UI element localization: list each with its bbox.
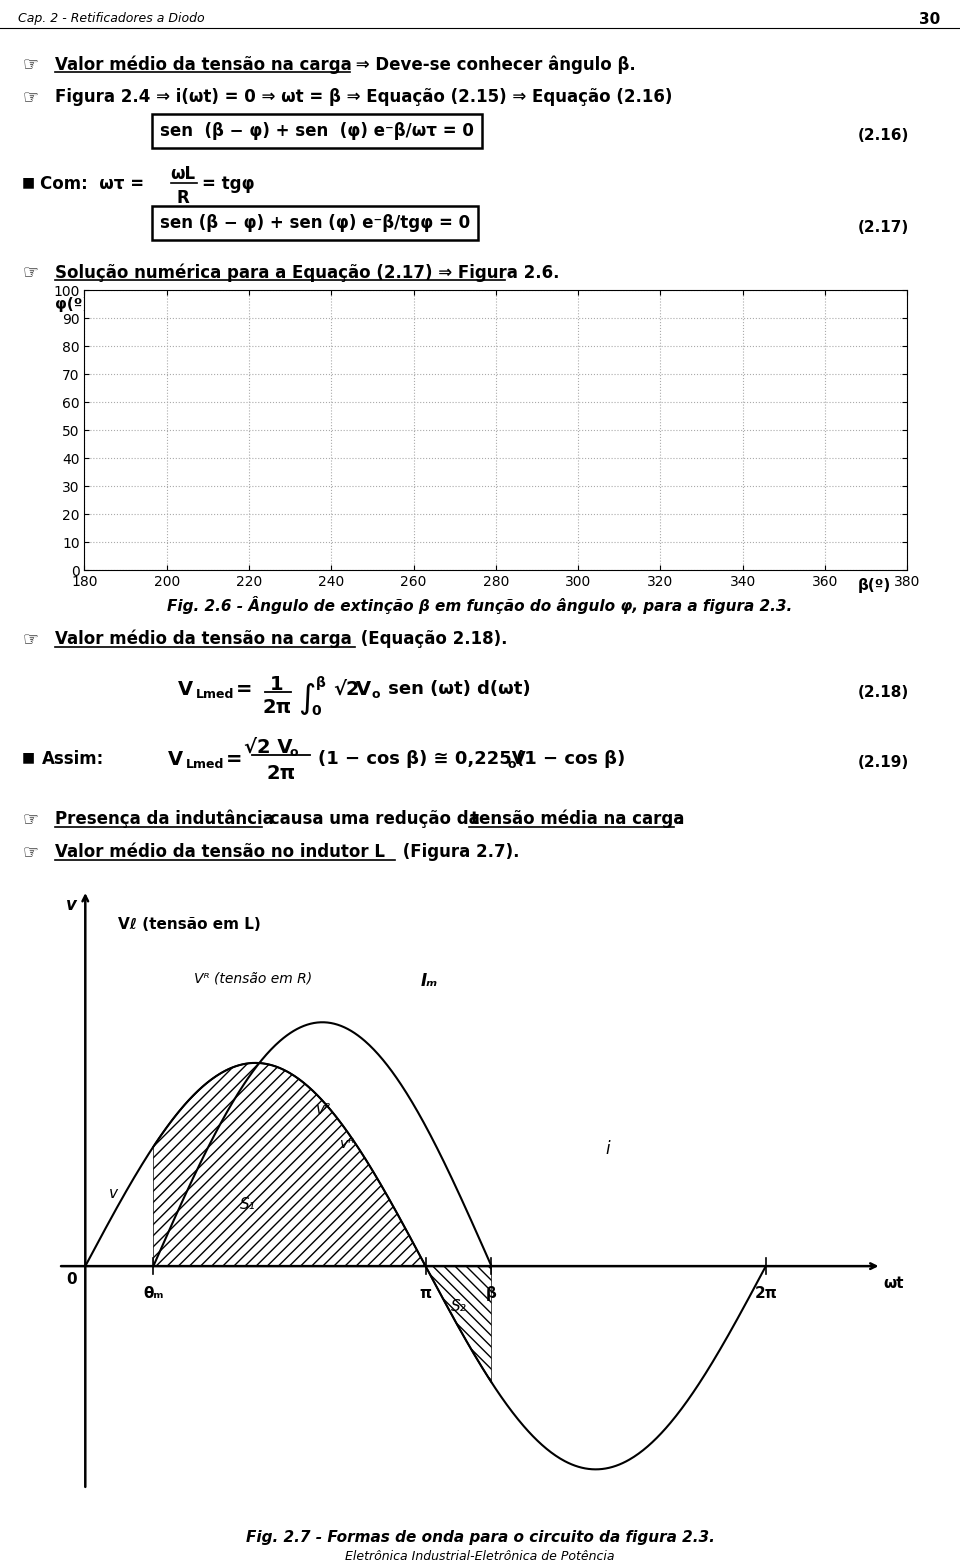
Text: ☞: ☞ (22, 810, 38, 828)
Text: Assim:: Assim: (42, 750, 105, 768)
Text: β: β (316, 675, 325, 690)
Text: Lmed: Lmed (186, 758, 225, 771)
Text: tensão média na carga: tensão média na carga (471, 810, 684, 828)
Text: 1: 1 (270, 675, 284, 694)
Text: Valor médio da tensão na carga: Valor médio da tensão na carga (55, 630, 351, 649)
Text: π: π (420, 1287, 432, 1301)
Text: 30: 30 (919, 12, 940, 27)
Text: (2.19): (2.19) (858, 755, 909, 771)
Text: 2π: 2π (755, 1287, 778, 1301)
Text: √2 V: √2 V (244, 738, 292, 757)
Text: ⇒ Deve-se conhecer ângulo β.: ⇒ Deve-se conhecer ângulo β. (350, 55, 636, 73)
Text: (2.17): (2.17) (858, 220, 909, 236)
Text: o: o (371, 688, 379, 700)
Text: vᴿ: vᴿ (316, 1101, 331, 1117)
Text: Valor médio da tensão no indutor L: Valor médio da tensão no indutor L (55, 842, 385, 861)
Text: V: V (356, 680, 372, 699)
Text: (2.16): (2.16) (858, 128, 909, 144)
Text: 2π: 2π (267, 764, 296, 783)
Text: ☞: ☞ (22, 630, 38, 647)
Text: ωt: ωt (883, 1276, 904, 1292)
Text: (1 − cos β) ≅ 0,225V: (1 − cos β) ≅ 0,225V (318, 750, 526, 768)
Text: v: v (109, 1186, 118, 1201)
Polygon shape (154, 1062, 425, 1267)
Text: Fig. 2.6 - Ângulo de extinção β em função do ângulo φ, para a figura 2.3.: Fig. 2.6 - Ângulo de extinção β em funçã… (167, 596, 793, 615)
Text: o: o (290, 746, 299, 760)
Text: β: β (486, 1287, 497, 1301)
Text: Vℓ (tensão em L): Vℓ (tensão em L) (118, 917, 260, 931)
Text: Iₘ: Iₘ (421, 972, 438, 989)
Text: ☞: ☞ (22, 55, 38, 73)
Text: sen (ωt) d(ωt): sen (ωt) d(ωt) (382, 680, 531, 697)
Text: V: V (178, 680, 193, 699)
Text: V: V (168, 750, 183, 769)
Text: Lmed: Lmed (196, 688, 234, 700)
Text: R: R (177, 189, 189, 207)
Text: Figura 2.4 ⇒ i(ωt) = 0 ⇒ ωt = β ⇒ Equação (2.15) ⇒ Equação (2.16): Figura 2.4 ⇒ i(ωt) = 0 ⇒ ωt = β ⇒ Equaçã… (55, 87, 672, 106)
Text: 0: 0 (66, 1273, 77, 1287)
Text: φ(º): φ(º) (55, 296, 89, 312)
Text: (Figura 2.7).: (Figura 2.7). (397, 842, 519, 861)
Text: β(º): β(º) (858, 579, 891, 593)
Text: o: o (507, 758, 516, 771)
Text: sen (β − φ) + sen (φ) e⁻β/tgφ = 0: sen (β − φ) + sen (φ) e⁻β/tgφ = 0 (160, 214, 470, 232)
Text: √2: √2 (333, 680, 360, 699)
Text: = tgφ: = tgφ (202, 175, 254, 193)
Text: ■: ■ (22, 175, 36, 189)
Text: Cap. 2 - Retificadores a Diodo: Cap. 2 - Retificadores a Diodo (18, 12, 204, 25)
Text: 0: 0 (311, 704, 321, 718)
Text: 2π: 2π (262, 697, 292, 718)
Text: ωL: ωL (171, 165, 196, 183)
Text: i: i (605, 1140, 610, 1159)
Text: vᴿ: vᴿ (340, 1137, 354, 1151)
Text: Presença da indutância: Presença da indutância (55, 810, 274, 828)
Text: Eletrônica Industrial-Eletrônica de Potência: Eletrônica Industrial-Eletrônica de Potê… (346, 1551, 614, 1560)
Text: Valor médio da tensão na carga: Valor médio da tensão na carga (55, 55, 351, 73)
Text: Vᴿ (tensão em R): Vᴿ (tensão em R) (194, 972, 312, 986)
Text: θₘ: θₘ (143, 1287, 163, 1301)
Text: ■: ■ (22, 750, 36, 764)
Text: Solução numérica para a Equação (2.17) ⇒ Figura 2.6.: Solução numérica para a Equação (2.17) ⇒… (55, 264, 560, 281)
Text: =: = (226, 750, 243, 769)
Text: Fig. 2.7 - Formas de onda para o circuito da figura 2.3.: Fig. 2.7 - Formas de onda para o circuit… (246, 1530, 714, 1544)
Text: causa uma redução da: causa uma redução da (264, 810, 486, 828)
Text: v: v (65, 897, 77, 914)
Text: (1 − cos β): (1 − cos β) (516, 750, 625, 768)
Polygon shape (425, 1267, 492, 1382)
Text: (Equação 2.18).: (Equação 2.18). (355, 630, 508, 647)
Text: sen  (β − φ) + sen  (φ) e⁻β/ωτ = 0: sen (β − φ) + sen (φ) e⁻β/ωτ = 0 (160, 122, 474, 140)
Text: .: . (676, 810, 683, 828)
Text: S₁: S₁ (240, 1197, 255, 1212)
Text: =: = (236, 680, 252, 699)
Text: ☞: ☞ (22, 842, 38, 861)
Text: ∫: ∫ (298, 682, 316, 714)
Text: Com:  ωτ =: Com: ωτ = (40, 175, 144, 193)
Text: (2.18): (2.18) (858, 685, 909, 700)
Text: ☞: ☞ (22, 264, 38, 281)
Text: ☞: ☞ (22, 87, 38, 106)
Text: S₂: S₂ (451, 1299, 467, 1314)
